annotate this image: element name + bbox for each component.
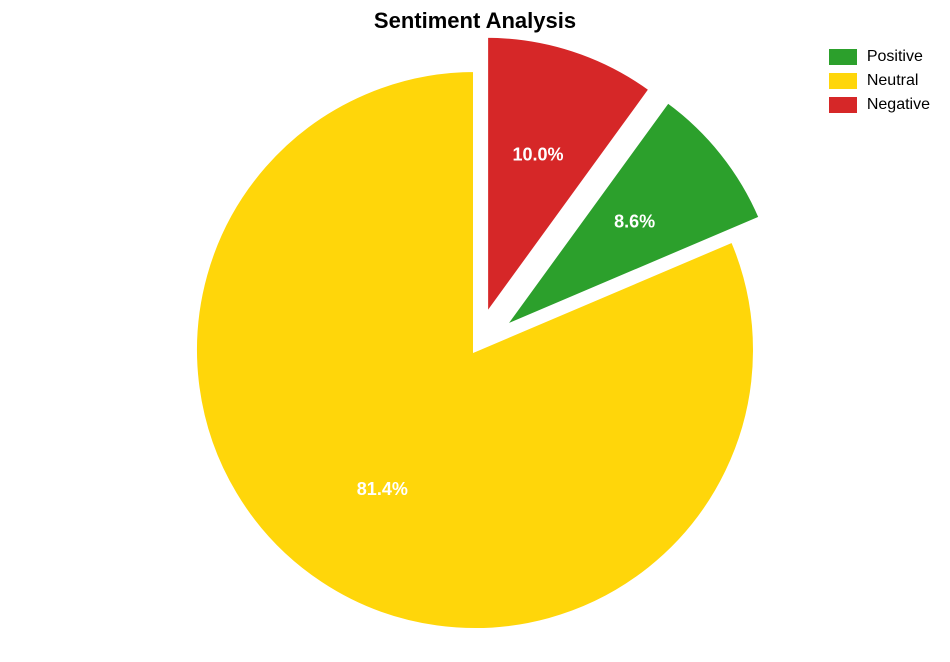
legend-label: Neutral <box>867 72 919 90</box>
sentiment-pie-chart: Sentiment Analysis 10.0%8.6%81.4% Positi… <box>0 0 950 662</box>
legend-item-neutral: Neutral <box>829 72 930 90</box>
slice-label-positive: 8.6% <box>614 212 655 232</box>
legend: Positive Neutral Negative <box>829 48 930 120</box>
legend-swatch <box>829 97 857 113</box>
pie-svg: 10.0% 8.6% 81.4% <box>0 0 950 662</box>
slice-label-negative: 10.0% <box>513 145 564 165</box>
legend-label: Positive <box>867 48 923 66</box>
legend-label: Negative <box>867 96 930 114</box>
legend-swatch <box>829 49 857 65</box>
slice-label-neutral: 81.4% <box>357 479 408 499</box>
legend-item-negative: Negative <box>829 96 930 114</box>
legend-swatch <box>829 73 857 89</box>
legend-item-positive: Positive <box>829 48 930 66</box>
